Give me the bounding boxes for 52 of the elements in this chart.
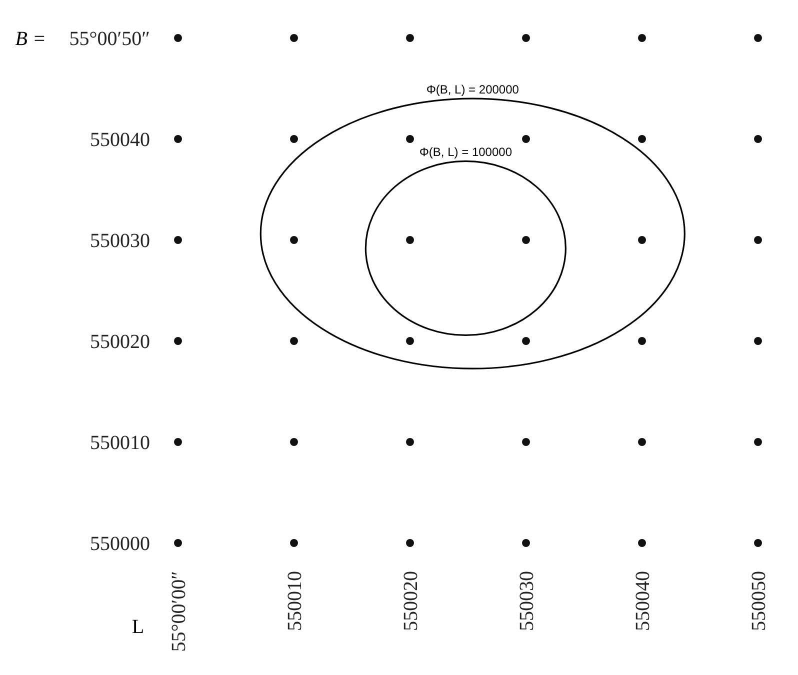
y-tick-label: 550020 — [90, 331, 150, 353]
point — [406, 135, 414, 143]
point — [522, 135, 530, 143]
point — [638, 539, 646, 547]
point — [638, 337, 646, 345]
x-axis-title: L — [132, 616, 144, 638]
point — [174, 539, 182, 547]
point — [406, 34, 414, 42]
point — [522, 34, 530, 42]
point — [174, 236, 182, 244]
point — [754, 539, 762, 547]
y-tick-label: 55°00′50″ — [69, 28, 150, 50]
point — [290, 34, 298, 42]
point — [174, 34, 182, 42]
x-tick-label: 550040 — [632, 571, 654, 631]
point — [522, 337, 530, 345]
point — [406, 438, 414, 446]
x-tick-label: 550030 — [516, 571, 538, 631]
point — [290, 539, 298, 547]
point — [638, 438, 646, 446]
point — [638, 135, 646, 143]
annotation: Φ(B, L) = 100000 — [419, 145, 512, 160]
point — [174, 135, 182, 143]
point — [406, 539, 414, 547]
point — [754, 236, 762, 244]
point — [754, 438, 762, 446]
point — [638, 236, 646, 244]
point — [406, 236, 414, 244]
y-tick-label: 550040 — [90, 129, 150, 151]
point — [522, 438, 530, 446]
point — [638, 34, 646, 42]
point — [754, 34, 762, 42]
x-tick-label: 550050 — [748, 571, 770, 631]
y-tick-label: 550030 — [90, 230, 150, 252]
point — [754, 135, 762, 143]
point — [174, 438, 182, 446]
annotation: Φ(B, L) = 200000 — [426, 82, 520, 97]
point — [174, 337, 182, 345]
x-tick-label: 550010 — [284, 571, 306, 631]
y-tick-label: 550010 — [90, 432, 150, 454]
x-tick-label: 550020 — [400, 571, 422, 631]
point — [290, 135, 298, 143]
point — [522, 236, 530, 244]
point — [290, 438, 298, 446]
point — [290, 337, 298, 345]
x-tick-label: 55°00′00″ — [168, 571, 190, 652]
y-axis-title: B = — [15, 28, 46, 50]
point — [754, 337, 762, 345]
point — [290, 236, 298, 244]
point — [522, 539, 530, 547]
y-tick-label: 550000 — [90, 533, 150, 555]
point — [406, 337, 414, 345]
